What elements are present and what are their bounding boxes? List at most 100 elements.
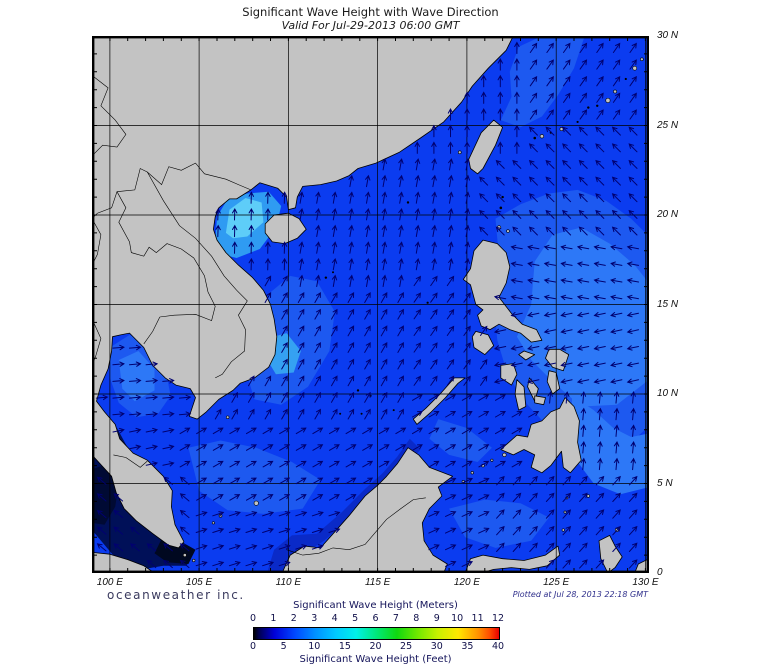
colorbar-gradient bbox=[253, 627, 500, 640]
land-taiwan bbox=[468, 119, 504, 175]
legend-title-feet: Significant Wave Height (Feet) bbox=[299, 654, 452, 665]
meters-tick-label: 6 bbox=[372, 613, 379, 624]
meters-tick-label: 7 bbox=[392, 613, 399, 624]
lat-label: 15 N bbox=[657, 298, 679, 310]
meters-tick-label: 11 bbox=[471, 613, 484, 624]
feet-tick-label: 25 bbox=[400, 641, 413, 652]
feet-tick-label: 15 bbox=[338, 641, 351, 652]
degree-ticks bbox=[92, 36, 649, 573]
feet-tick-label: 30 bbox=[430, 641, 443, 652]
lon-label: 105 E bbox=[186, 577, 213, 588]
islet bbox=[506, 229, 510, 233]
land-luzon bbox=[462, 239, 543, 343]
islet bbox=[324, 276, 328, 279]
meters-tick-label: 8 bbox=[413, 613, 420, 624]
islet bbox=[192, 558, 196, 563]
valid-time-subtitle: Valid For Jul-29-2013 06:00 GMT bbox=[281, 19, 460, 32]
feet-tick-label: 20 bbox=[369, 641, 382, 652]
islet bbox=[605, 97, 611, 103]
meters-tick-label: 5 bbox=[352, 613, 359, 624]
meters-tick-label: 2 bbox=[290, 613, 297, 624]
lon-label: 120 E bbox=[453, 577, 480, 588]
lon-label: 130 E bbox=[632, 577, 659, 588]
meters-tick-label: 0 bbox=[249, 613, 257, 624]
wave-patch-celebes-light bbox=[449, 499, 549, 548]
feet-tick-label: 10 bbox=[308, 641, 321, 652]
lon-label: 100 E bbox=[96, 577, 123, 588]
islet bbox=[613, 89, 617, 94]
wave-direction-arrows bbox=[95, 41, 639, 569]
lat-label: 20 N bbox=[657, 209, 679, 220]
country-border bbox=[286, 497, 426, 556]
islet bbox=[502, 452, 507, 457]
lat-label: 25 N bbox=[657, 119, 679, 131]
country-border bbox=[113, 454, 148, 468]
islet bbox=[632, 65, 638, 71]
lon-label: 110 E bbox=[275, 577, 302, 588]
lat-label: 30 N bbox=[657, 30, 679, 41]
feet-tick-label: 0 bbox=[249, 641, 257, 652]
islet bbox=[392, 409, 395, 412]
islet bbox=[533, 136, 537, 140]
islet bbox=[586, 494, 591, 498]
lat-label: 0 bbox=[657, 567, 663, 578]
islet bbox=[576, 120, 579, 124]
islet bbox=[332, 271, 335, 274]
land-masbate bbox=[518, 350, 536, 361]
islet bbox=[499, 206, 503, 210]
feet-tick-label: 5 bbox=[280, 641, 287, 652]
wave-patch-east-mindanao-arc bbox=[570, 395, 649, 495]
lat-label: 5 N bbox=[657, 477, 673, 489]
wave-patch-east-taiwan-light bbox=[500, 36, 585, 128]
country-border bbox=[92, 218, 102, 266]
islet bbox=[211, 521, 215, 525]
meters-tick-label: 10 bbox=[451, 613, 464, 624]
land-sulawesi-arm bbox=[464, 545, 561, 573]
islet bbox=[587, 106, 590, 109]
islet bbox=[640, 57, 644, 62]
page-title: Significant Wave Height with Wave Direct… bbox=[242, 5, 499, 19]
islet bbox=[356, 389, 360, 392]
islet bbox=[225, 415, 230, 419]
lat-label: 10 N bbox=[657, 388, 679, 399]
meters-tick-label: 4 bbox=[331, 613, 338, 624]
plotted-timestamp: Plotted at Jul 28, 2013 22:18 GMT bbox=[512, 590, 648, 599]
meters-tick-label: 12 bbox=[491, 613, 505, 624]
land-bohol bbox=[534, 395, 546, 406]
country-border bbox=[147, 171, 248, 379]
land-mindoro bbox=[471, 330, 495, 356]
country-border bbox=[143, 316, 161, 345]
islet bbox=[490, 458, 494, 462]
islet bbox=[624, 77, 627, 81]
wave-patch-borneo-coast-dark bbox=[267, 438, 421, 573]
oceanweather-logo-text: oceanweather inc. bbox=[107, 588, 245, 602]
wave-patch-gulf-thailand-core bbox=[118, 351, 155, 402]
lon-label: 125 E bbox=[543, 577, 570, 588]
map-frame-border bbox=[92, 36, 649, 573]
islet bbox=[426, 301, 429, 304]
wave-height-map bbox=[92, 36, 649, 573]
islet bbox=[406, 201, 410, 204]
islet bbox=[457, 150, 462, 155]
wave-patch-sulu-light bbox=[429, 419, 492, 462]
islet bbox=[561, 528, 565, 532]
lon-label: 115 E bbox=[364, 577, 391, 588]
islet bbox=[501, 195, 504, 199]
feet-tick-label: 40 bbox=[491, 641, 505, 652]
land-mainland-asia bbox=[92, 36, 514, 549]
islet bbox=[253, 500, 259, 506]
country-border bbox=[92, 75, 127, 157]
land-borneo bbox=[281, 447, 454, 573]
islet bbox=[539, 134, 544, 139]
legend-title-meters: Significant Wave Height (Meters) bbox=[293, 600, 458, 611]
country-border bbox=[92, 162, 252, 219]
land-hainan bbox=[264, 212, 307, 245]
islet bbox=[360, 412, 363, 415]
meters-tick-label: 9 bbox=[433, 613, 440, 624]
land-palawan bbox=[412, 377, 466, 425]
feet-tick-label: 35 bbox=[461, 641, 474, 652]
islet bbox=[470, 471, 474, 475]
meters-tick-label: 1 bbox=[270, 613, 277, 624]
